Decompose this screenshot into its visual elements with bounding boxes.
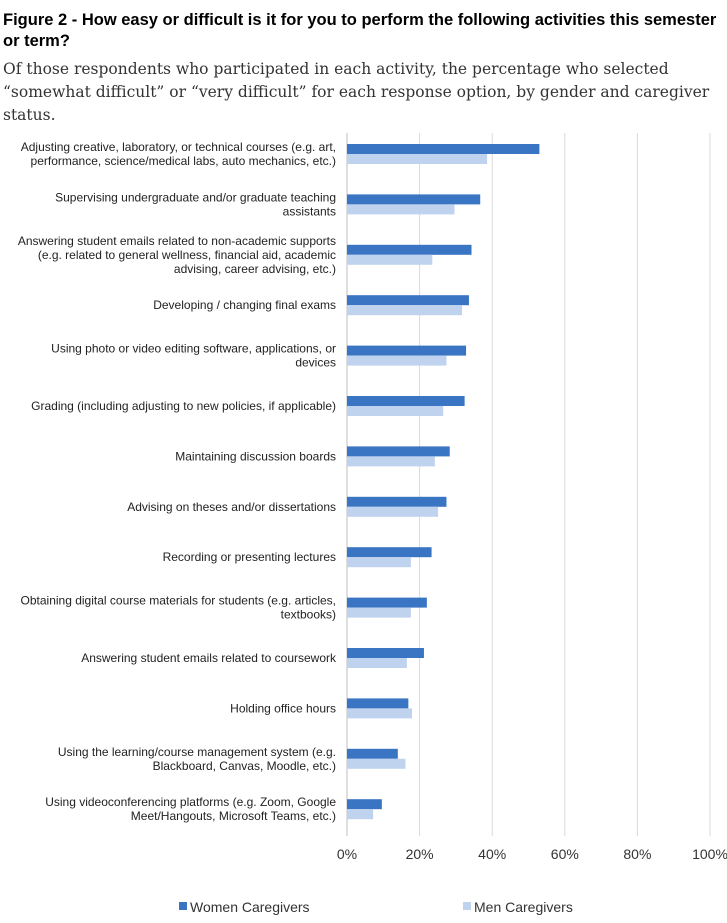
bar-men-caregivers xyxy=(347,154,488,164)
category-label: Obtaining digital course materials for s… xyxy=(21,594,336,608)
chart-subtitle: Of those respondents who participated in… xyxy=(3,60,710,124)
category-label: (e.g. related to general wellness, finan… xyxy=(38,248,336,262)
bar-men-caregivers xyxy=(347,406,444,416)
category-label: assistants xyxy=(283,204,336,218)
bar-men-caregivers xyxy=(347,557,411,568)
x-tick-label: 20% xyxy=(406,846,434,862)
bar-men-caregivers xyxy=(347,204,455,215)
bar-women-caregivers xyxy=(347,799,382,810)
bar-women-caregivers xyxy=(347,446,450,457)
category-label: Holding office hours xyxy=(230,701,336,715)
bar-women-caregivers xyxy=(347,648,424,658)
bar-women-caregivers xyxy=(347,244,472,255)
category-label: Adjusting creative, laboratory, or techn… xyxy=(21,140,336,154)
bar-men-caregivers xyxy=(347,355,447,366)
bar-women-caregivers xyxy=(347,194,481,205)
category-label: devices xyxy=(295,356,336,370)
bar-men-caregivers xyxy=(347,758,406,769)
bar-women-caregivers xyxy=(347,597,427,608)
bar-men-caregivers xyxy=(347,708,412,719)
chart-title: Figure 2 - How easy or difficult is it f… xyxy=(3,11,717,50)
bar-women-caregivers xyxy=(347,496,447,507)
category-label: Using the learning/course management sys… xyxy=(58,745,336,759)
category-label: Answering student emails related to cour… xyxy=(81,651,337,665)
category-label: Using videoconferencing platforms (e.g. … xyxy=(45,795,336,809)
bar-men-caregivers xyxy=(347,305,463,316)
category-label: Using photo or video editing software, a… xyxy=(51,342,336,356)
bar-men-caregivers xyxy=(347,658,407,668)
bar-women-caregivers xyxy=(347,547,432,558)
bar-women-caregivers xyxy=(347,295,469,306)
bar-men-caregivers xyxy=(347,809,374,820)
category-label: Recording or presenting lectures xyxy=(163,550,336,564)
x-tick-label: 40% xyxy=(478,846,506,862)
category-label: Meet/Hangouts, Microsoft Teams, etc.) xyxy=(131,809,336,823)
x-tick-label: 80% xyxy=(623,846,651,862)
bar-women-caregivers xyxy=(347,345,467,356)
bar-women-caregivers xyxy=(347,396,465,406)
category-label: Developing / changing final exams xyxy=(153,298,336,312)
bar-men-caregivers xyxy=(347,506,439,517)
bar-men-caregivers xyxy=(347,456,435,467)
legend-swatch xyxy=(179,902,187,910)
category-label: Maintaining discussion boards xyxy=(175,449,336,463)
category-label: Advising on theses and/or dissertations xyxy=(127,500,336,514)
category-label: advising, career advising, etc.) xyxy=(174,262,336,276)
x-tick-label: 60% xyxy=(551,846,579,862)
x-tick-label: 0% xyxy=(337,846,357,862)
x-tick-label: 100% xyxy=(692,846,727,862)
bar-women-caregivers xyxy=(347,748,398,759)
category-label: Grading (including adjusting to new poli… xyxy=(31,399,336,413)
category-label: Answering student emails related to non-… xyxy=(18,234,336,248)
bar-women-caregivers xyxy=(347,144,540,154)
bar-men-caregivers xyxy=(347,254,433,265)
category-label: Supervising undergraduate and/or graduat… xyxy=(55,190,336,204)
bar-women-caregivers xyxy=(347,698,409,709)
category-label: textbooks) xyxy=(281,608,336,622)
category-label: performance, science/medical labs, auto … xyxy=(31,154,336,168)
legend-swatch xyxy=(463,902,471,910)
bar-men-caregivers xyxy=(347,607,411,618)
legend-label: Men Caregivers xyxy=(474,899,573,915)
category-label: Blackboard, Canvas, Moodle, etc.) xyxy=(153,759,336,773)
legend-label: Women Caregivers xyxy=(190,899,310,915)
